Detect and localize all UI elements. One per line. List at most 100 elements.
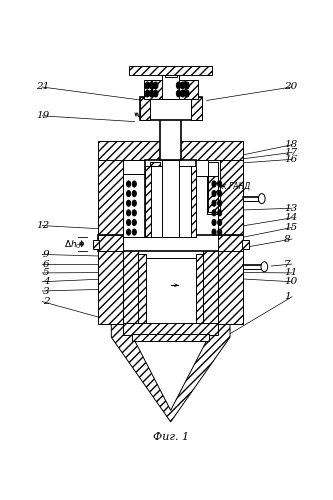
- Bar: [123, 323, 218, 336]
- Text: 21: 21: [36, 82, 49, 92]
- Text: 3: 3: [43, 286, 49, 296]
- Bar: [207, 160, 220, 214]
- Circle shape: [127, 210, 131, 216]
- Circle shape: [132, 181, 136, 187]
- Bar: [218, 241, 243, 324]
- Bar: [99, 235, 243, 250]
- Polygon shape: [111, 322, 230, 422]
- Bar: [162, 76, 179, 98]
- Text: 1: 1: [284, 292, 291, 302]
- Bar: [242, 240, 249, 248]
- Text: 6: 6: [43, 260, 49, 268]
- Bar: [218, 235, 243, 250]
- Circle shape: [176, 82, 181, 89]
- Bar: [123, 160, 218, 237]
- Bar: [93, 240, 99, 248]
- Text: 17: 17: [284, 148, 297, 157]
- Bar: [145, 166, 151, 237]
- Circle shape: [218, 190, 222, 196]
- Circle shape: [218, 181, 222, 187]
- Circle shape: [212, 210, 216, 216]
- Circle shape: [132, 200, 136, 206]
- Bar: [145, 160, 196, 237]
- Text: Фиг. 1: Фиг. 1: [153, 432, 189, 442]
- Bar: [150, 162, 161, 173]
- Circle shape: [149, 90, 154, 97]
- Text: 19: 19: [36, 112, 49, 120]
- Circle shape: [218, 210, 222, 216]
- Circle shape: [180, 82, 185, 89]
- Circle shape: [132, 210, 136, 216]
- Bar: [139, 254, 146, 324]
- Circle shape: [127, 220, 131, 226]
- Bar: [99, 158, 123, 237]
- Polygon shape: [132, 326, 209, 410]
- Text: 2: 2: [43, 297, 49, 306]
- Circle shape: [212, 229, 216, 235]
- Bar: [139, 248, 203, 324]
- Circle shape: [132, 220, 136, 226]
- Text: 20: 20: [284, 82, 297, 92]
- Bar: [140, 98, 201, 120]
- Bar: [144, 80, 198, 98]
- Circle shape: [176, 90, 181, 97]
- Circle shape: [184, 90, 189, 97]
- Circle shape: [154, 82, 158, 89]
- Bar: [203, 248, 218, 324]
- Text: 14: 14: [284, 214, 297, 222]
- Circle shape: [127, 181, 131, 187]
- Text: 9: 9: [43, 250, 49, 259]
- Text: 18: 18: [284, 140, 297, 149]
- Bar: [123, 248, 139, 324]
- Bar: [191, 98, 201, 120]
- Circle shape: [145, 90, 150, 97]
- Circle shape: [132, 229, 136, 235]
- Circle shape: [212, 181, 216, 187]
- Bar: [123, 174, 145, 237]
- Text: 8: 8: [284, 234, 291, 244]
- Circle shape: [180, 90, 185, 97]
- Circle shape: [212, 220, 216, 226]
- Bar: [99, 241, 123, 324]
- Text: 15: 15: [284, 223, 297, 232]
- Bar: [191, 166, 196, 237]
- Bar: [196, 254, 203, 324]
- Circle shape: [218, 229, 222, 235]
- Text: 10: 10: [284, 278, 297, 286]
- Circle shape: [261, 262, 268, 272]
- Circle shape: [145, 82, 150, 89]
- Circle shape: [132, 190, 136, 196]
- Bar: [165, 69, 176, 76]
- Bar: [99, 141, 243, 160]
- Circle shape: [258, 194, 265, 203]
- Bar: [208, 162, 218, 175]
- Text: 4: 4: [43, 278, 49, 286]
- Bar: [148, 160, 208, 176]
- Text: 16: 16: [284, 155, 297, 164]
- Text: 13: 13: [284, 204, 297, 212]
- Bar: [162, 160, 179, 237]
- Circle shape: [149, 82, 154, 89]
- Bar: [208, 176, 218, 212]
- Circle shape: [127, 229, 131, 235]
- Text: $\Delta h_0$: $\Delta h_0$: [64, 238, 81, 251]
- Bar: [151, 166, 191, 237]
- Text: 5: 5: [43, 268, 49, 278]
- Bar: [146, 258, 196, 324]
- Bar: [218, 158, 243, 237]
- Circle shape: [212, 200, 216, 206]
- Bar: [140, 98, 150, 120]
- Circle shape: [184, 82, 189, 89]
- Circle shape: [218, 220, 222, 226]
- Circle shape: [127, 190, 131, 196]
- Text: 11: 11: [284, 268, 297, 278]
- Circle shape: [212, 190, 216, 196]
- Bar: [99, 235, 123, 250]
- Bar: [129, 66, 212, 76]
- Text: 7: 7: [284, 260, 291, 268]
- Circle shape: [127, 200, 131, 206]
- Circle shape: [154, 90, 158, 97]
- Circle shape: [218, 200, 222, 206]
- Bar: [132, 334, 209, 341]
- Bar: [161, 114, 181, 160]
